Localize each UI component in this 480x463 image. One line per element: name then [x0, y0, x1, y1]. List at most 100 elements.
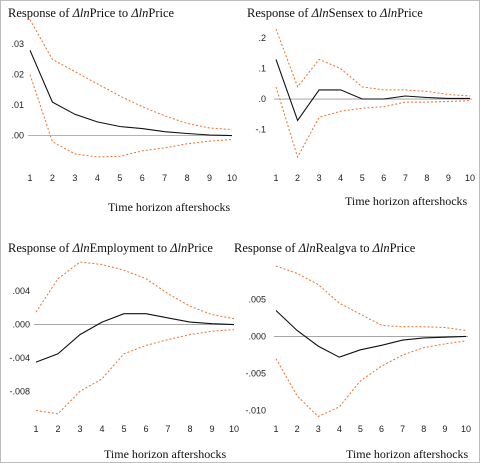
title-part: Sensex to: [329, 6, 380, 20]
y-tick-label: .03: [11, 39, 24, 49]
title-part: Price: [148, 6, 174, 20]
title-part: Realgva to: [316, 241, 373, 255]
x-tick-label: 9: [446, 173, 451, 183]
x-tick-label: 5: [360, 173, 365, 183]
title-part: Response of: [247, 6, 312, 20]
y-tick-label: -.1: [255, 125, 266, 135]
title-part: Δln: [311, 6, 329, 20]
response-line: [29, 50, 233, 137]
title-part: Price: [187, 241, 213, 255]
x-tick-label: 2: [50, 173, 55, 183]
chart-panel-3: Response of ΔlnEmployment to ΔlnPrice.00…: [8, 241, 239, 461]
x-tick-label: 10: [227, 173, 237, 183]
title-part: Price to: [90, 6, 132, 20]
y-tick-label: -.010: [245, 406, 266, 416]
y-tick-label: .000: [248, 331, 266, 341]
title-part: Response of: [234, 241, 299, 255]
x-axis-label: Time horizon aftershocks: [108, 200, 231, 214]
upper-confidence-band: [35, 261, 235, 320]
x-tick-label: 3: [72, 173, 77, 183]
x-tick-label: 3: [317, 173, 322, 183]
title-part: Δln: [298, 241, 316, 255]
x-tick-label: 1: [273, 173, 278, 183]
y-tick-label: -.008: [9, 386, 30, 396]
chart-title: Response of ΔlnSensex to ΔlnPrice: [247, 6, 423, 20]
chart-panel-4: Response of ΔlnRealgva to ΔlnPrice.005.0…: [234, 241, 471, 461]
x-tick-label: 6: [381, 173, 386, 183]
title-part: Response of: [8, 241, 73, 255]
x-axis-label: Time horizon aftershocks: [345, 194, 468, 208]
x-tick-label: 9: [207, 173, 212, 183]
chart-panel-2: Response of ΔlnSensex to ΔlnPrice.2.1.0-…: [247, 6, 475, 208]
title-part: Price: [390, 241, 416, 255]
title-part: Δln: [130, 6, 148, 20]
x-tick-label: 10: [465, 173, 475, 183]
title-part: Δln: [379, 6, 397, 20]
lower-confidence-band: [29, 74, 233, 158]
x-tick-label: 8: [185, 173, 190, 183]
title-part: Employment to: [90, 241, 171, 255]
x-tick-label: 4: [338, 173, 343, 183]
x-tick-label: 3: [77, 424, 82, 434]
title-part: Price: [397, 6, 423, 20]
lower-confidence-band: [275, 86, 471, 159]
x-tick-label: 8: [421, 424, 426, 434]
x-tick-label: 10: [461, 424, 471, 434]
upper-confidence-band: [275, 28, 471, 97]
x-tick-label: 4: [99, 424, 104, 434]
y-tick-label: .004: [12, 286, 30, 296]
y-tick-label: .000: [12, 320, 30, 330]
response-line: [275, 59, 470, 122]
x-tick-label: 1: [33, 424, 38, 434]
title-part: Δln: [169, 241, 187, 255]
x-tick-label: 7: [165, 424, 170, 434]
chart-title: Response of ΔlnEmployment to ΔlnPrice: [8, 241, 213, 255]
x-tick-label: 2: [295, 173, 300, 183]
chart-title: Response of ΔlnRealgva to ΔlnPrice: [234, 241, 416, 255]
response-line: [275, 310, 467, 358]
x-tick-label: 10: [229, 424, 239, 434]
title-part: Response of: [8, 6, 73, 20]
y-tick-label: -.005: [245, 369, 266, 379]
x-tick-label: 7: [403, 173, 408, 183]
y-tick-label: .0: [258, 94, 266, 104]
x-tick-label: 5: [117, 173, 122, 183]
x-tick-label: 1: [273, 424, 278, 434]
x-tick-label: 8: [187, 424, 192, 434]
x-tick-label: 5: [358, 424, 363, 434]
lower-confidence-band: [35, 329, 235, 415]
x-tick-label: 7: [400, 424, 405, 434]
x-tick-label: 9: [209, 424, 214, 434]
y-tick-label: .00: [11, 131, 24, 141]
title-part: Δln: [372, 241, 390, 255]
title-part: Δln: [72, 241, 90, 255]
response-line: [35, 313, 235, 363]
x-tick-label: 6: [140, 173, 145, 183]
y-tick-label: .2: [258, 33, 266, 43]
x-tick-label: 2: [55, 424, 60, 434]
title-part: Δln: [72, 6, 90, 20]
x-tick-label: 9: [442, 424, 447, 434]
lower-confidence-band: [275, 340, 467, 418]
x-tick-label: 6: [379, 424, 384, 434]
y-tick-label: .01: [11, 100, 24, 110]
x-axis-label: Time horizon aftershocks: [104, 447, 227, 461]
chart-panel-1: Response of ΔlnPrice to ΔlnPrice.03.02.0…: [8, 6, 237, 214]
chart-title: Response of ΔlnPrice to ΔlnPrice: [8, 6, 175, 20]
x-tick-label: 7: [162, 173, 167, 183]
y-tick-label: .1: [258, 64, 266, 74]
x-tick-label: 2: [295, 424, 300, 434]
x-tick-label: 4: [95, 173, 100, 183]
x-tick-label: 5: [121, 424, 126, 434]
x-axis-label: Time horizon aftershocks: [346, 447, 469, 461]
y-tick-label: -.004: [9, 353, 30, 363]
x-tick-label: 4: [337, 424, 342, 434]
x-tick-label: 1: [27, 173, 32, 183]
x-tick-label: 6: [143, 424, 148, 434]
x-tick-label: 3: [316, 424, 321, 434]
y-tick-label: .005: [248, 294, 266, 304]
x-tick-label: 8: [424, 173, 429, 183]
y-tick-label: .02: [11, 70, 24, 80]
